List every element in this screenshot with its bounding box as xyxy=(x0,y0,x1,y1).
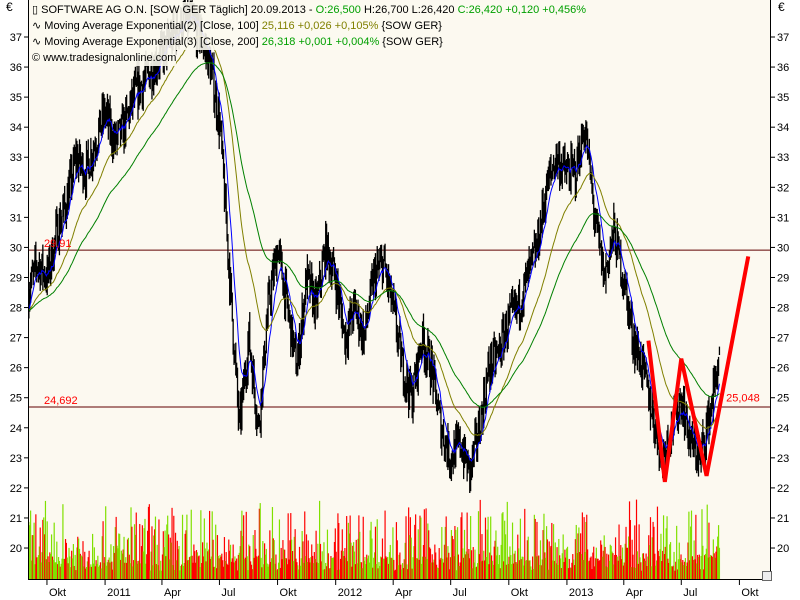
x-tick-label: Jul xyxy=(453,587,467,599)
x-tick-label: 2012 xyxy=(338,587,362,599)
ema-100-line xyxy=(29,35,720,436)
x-tick-label: 2013 xyxy=(569,587,593,599)
resize-handle[interactable] xyxy=(762,571,772,581)
x-tick-label: Jul xyxy=(221,587,235,599)
y-tick-label-right: 21 xyxy=(777,513,789,525)
y-tick-label-right: 33 xyxy=(777,152,789,164)
x-tick-label: Okt xyxy=(280,587,297,599)
y-tick-label-left: 34 xyxy=(10,122,22,134)
x-tick-label: Apr xyxy=(164,587,181,599)
fast-line xyxy=(29,16,720,462)
pattern-label: 25,048 xyxy=(726,392,760,404)
horizontal-level-label: 24,692 xyxy=(44,395,78,407)
y-tick-label-right: 31 xyxy=(777,212,789,224)
y-tick-label-right: 24 xyxy=(777,423,789,435)
legend-ma1: ∿ Moving Average Exponential(2) [Close, … xyxy=(32,18,442,34)
x-tick-label: 2011 xyxy=(107,587,131,599)
y-tick-label-left: 25 xyxy=(10,393,22,405)
y-tick-label-left: 20 xyxy=(10,543,22,555)
legend-copyright: © www.tradesignalonline.com xyxy=(32,50,177,66)
x-tick-label: Okt xyxy=(741,587,758,599)
x-tick-label: Okt xyxy=(511,587,528,599)
x-tick-label: Apr xyxy=(626,587,643,599)
y-tick-label-left: 36 xyxy=(10,62,22,74)
y-tick-label-right: 27 xyxy=(777,333,789,345)
y-tick-label-right: 36 xyxy=(777,62,789,74)
y-tick-label-left: 37 xyxy=(10,32,22,44)
y-tick-label-right: 30 xyxy=(777,242,789,254)
candle-icon: ▯ xyxy=(32,4,39,16)
y-tick-label-right: 20 xyxy=(777,543,789,555)
y-tick-label-right: 35 xyxy=(777,92,789,104)
currency-label-left: € xyxy=(6,0,13,14)
y-tick-label-left: 28 xyxy=(10,303,22,315)
y-tick-label-left: 26 xyxy=(10,363,22,375)
plot-layer xyxy=(29,0,770,579)
x-tick-label: Jul xyxy=(683,587,697,599)
chart-legend: ▯ SOFTWARE AG O.N. [SOW GER Täglich] 20.… xyxy=(32,2,587,66)
y-tick-label-right: 26 xyxy=(777,363,789,375)
pattern-annotation xyxy=(646,256,751,483)
x-tick-label: Okt xyxy=(49,587,66,599)
y-tick-label-right: 32 xyxy=(777,182,789,194)
legend-ma2: ∿ Moving Average Exponential(3) [Close, … xyxy=(32,34,443,50)
y-tick-label-left: 22 xyxy=(10,483,22,495)
currency-label-right: € xyxy=(778,0,785,14)
y-tick-label-left: 35 xyxy=(10,92,22,104)
y-tick-label-right: 34 xyxy=(777,122,789,134)
y-tick-label-left: 23 xyxy=(10,453,22,465)
y-tick-label-left: 27 xyxy=(10,333,22,345)
y-tick-label-right: 22 xyxy=(777,483,789,495)
y-tick-label-right: 25 xyxy=(777,393,789,405)
y-tick-label-left: 32 xyxy=(10,182,22,194)
x-tick-label: Apr xyxy=(395,587,412,599)
horizontal-level-label: 29,91 xyxy=(44,238,72,250)
ema-200-line xyxy=(29,62,720,408)
y-tick-label-right: 28 xyxy=(777,303,789,315)
wave-icon: ∿ xyxy=(32,36,42,48)
y-tick-label-right: 23 xyxy=(777,453,789,465)
y-tick-label-left: 29 xyxy=(10,272,22,284)
legend-instrument: ▯ SOFTWARE AG O.N. [SOW GER Täglich] 20.… xyxy=(32,2,587,18)
y-tick-label-left: 31 xyxy=(10,212,22,224)
y-tick-label-left: 24 xyxy=(10,423,22,435)
y-tick-label-right: 37 xyxy=(777,32,789,44)
wave-icon: ∿ xyxy=(32,20,42,32)
y-tick-label-right: 29 xyxy=(777,272,789,284)
y-tick-label-left: 21 xyxy=(10,513,22,525)
y-tick-label-left: 33 xyxy=(10,152,22,164)
y-tick-label-left: 30 xyxy=(10,242,22,254)
